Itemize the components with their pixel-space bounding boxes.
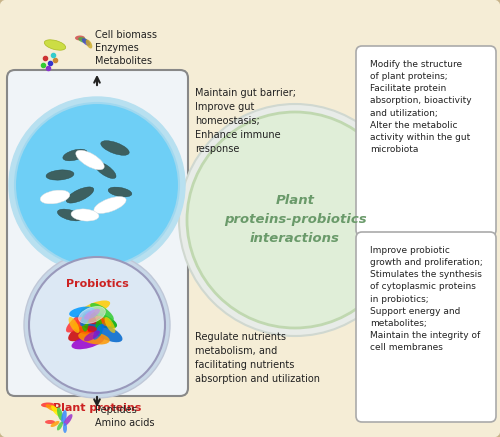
Ellipse shape bbox=[87, 317, 105, 324]
Ellipse shape bbox=[84, 330, 100, 341]
Ellipse shape bbox=[94, 197, 126, 213]
Ellipse shape bbox=[68, 317, 80, 333]
FancyBboxPatch shape bbox=[356, 46, 496, 236]
Ellipse shape bbox=[82, 38, 90, 46]
Ellipse shape bbox=[78, 332, 110, 344]
Ellipse shape bbox=[73, 323, 88, 334]
Text: Maintain gut barrier;
Improve gut
homeostasis;
Enhance immune
response: Maintain gut barrier; Improve gut homeos… bbox=[195, 88, 296, 154]
FancyBboxPatch shape bbox=[7, 70, 188, 396]
Ellipse shape bbox=[63, 149, 87, 161]
Text: Modify the structure
of plant proteins;
Facilitate protein
absorption, bioactivi: Modify the structure of plant proteins; … bbox=[370, 60, 472, 154]
Ellipse shape bbox=[108, 187, 132, 197]
Circle shape bbox=[187, 112, 403, 328]
Ellipse shape bbox=[46, 170, 74, 180]
Ellipse shape bbox=[58, 209, 82, 221]
Ellipse shape bbox=[45, 420, 55, 424]
Ellipse shape bbox=[62, 410, 66, 424]
Ellipse shape bbox=[88, 322, 122, 342]
Ellipse shape bbox=[64, 414, 72, 426]
Ellipse shape bbox=[82, 314, 88, 332]
Text: Peptides
Amino acids: Peptides Amino acids bbox=[95, 405, 154, 428]
Ellipse shape bbox=[79, 326, 97, 333]
Circle shape bbox=[29, 257, 165, 393]
Ellipse shape bbox=[104, 317, 116, 333]
Ellipse shape bbox=[76, 150, 104, 170]
Ellipse shape bbox=[71, 209, 99, 221]
Ellipse shape bbox=[93, 324, 104, 340]
Ellipse shape bbox=[57, 407, 63, 421]
Ellipse shape bbox=[94, 162, 116, 178]
Ellipse shape bbox=[69, 307, 95, 317]
Ellipse shape bbox=[68, 319, 102, 341]
Ellipse shape bbox=[41, 402, 55, 407]
Text: Improve probiotic
growth and proliferation;
Stimulates the synthesis
of cytoplas: Improve probiotic growth and proliferati… bbox=[370, 246, 483, 352]
Ellipse shape bbox=[50, 421, 59, 427]
Ellipse shape bbox=[40, 190, 70, 204]
Ellipse shape bbox=[44, 40, 66, 50]
Ellipse shape bbox=[80, 301, 110, 316]
Circle shape bbox=[24, 252, 170, 398]
Ellipse shape bbox=[46, 404, 59, 412]
Text: Probiotics: Probiotics bbox=[66, 279, 128, 289]
Ellipse shape bbox=[84, 309, 100, 319]
Ellipse shape bbox=[74, 309, 106, 327]
FancyBboxPatch shape bbox=[356, 232, 496, 422]
Ellipse shape bbox=[78, 37, 88, 43]
Ellipse shape bbox=[78, 306, 106, 323]
Ellipse shape bbox=[63, 423, 67, 433]
Ellipse shape bbox=[75, 35, 85, 41]
Text: Cell biomass
Enzymes
Metabolites: Cell biomass Enzymes Metabolites bbox=[95, 30, 157, 66]
Text: Plant proteins: Plant proteins bbox=[53, 403, 141, 413]
Text: Plant
proteins-probiotics
interactions: Plant proteins-probiotics interactions bbox=[224, 194, 366, 246]
Text: Regulate nutrients
metabolism, and
facilitating nutrients
absorption and utiliza: Regulate nutrients metabolism, and facil… bbox=[195, 332, 320, 384]
Ellipse shape bbox=[83, 311, 117, 329]
Ellipse shape bbox=[72, 335, 104, 349]
Circle shape bbox=[179, 104, 411, 336]
Ellipse shape bbox=[90, 303, 114, 321]
Ellipse shape bbox=[101, 141, 129, 155]
Ellipse shape bbox=[66, 187, 94, 203]
Ellipse shape bbox=[51, 406, 61, 416]
Ellipse shape bbox=[96, 316, 111, 326]
Ellipse shape bbox=[66, 312, 90, 333]
Ellipse shape bbox=[96, 319, 102, 336]
Ellipse shape bbox=[86, 39, 92, 49]
Ellipse shape bbox=[57, 422, 63, 430]
Ellipse shape bbox=[80, 310, 91, 326]
Circle shape bbox=[9, 97, 185, 273]
Circle shape bbox=[15, 103, 179, 267]
